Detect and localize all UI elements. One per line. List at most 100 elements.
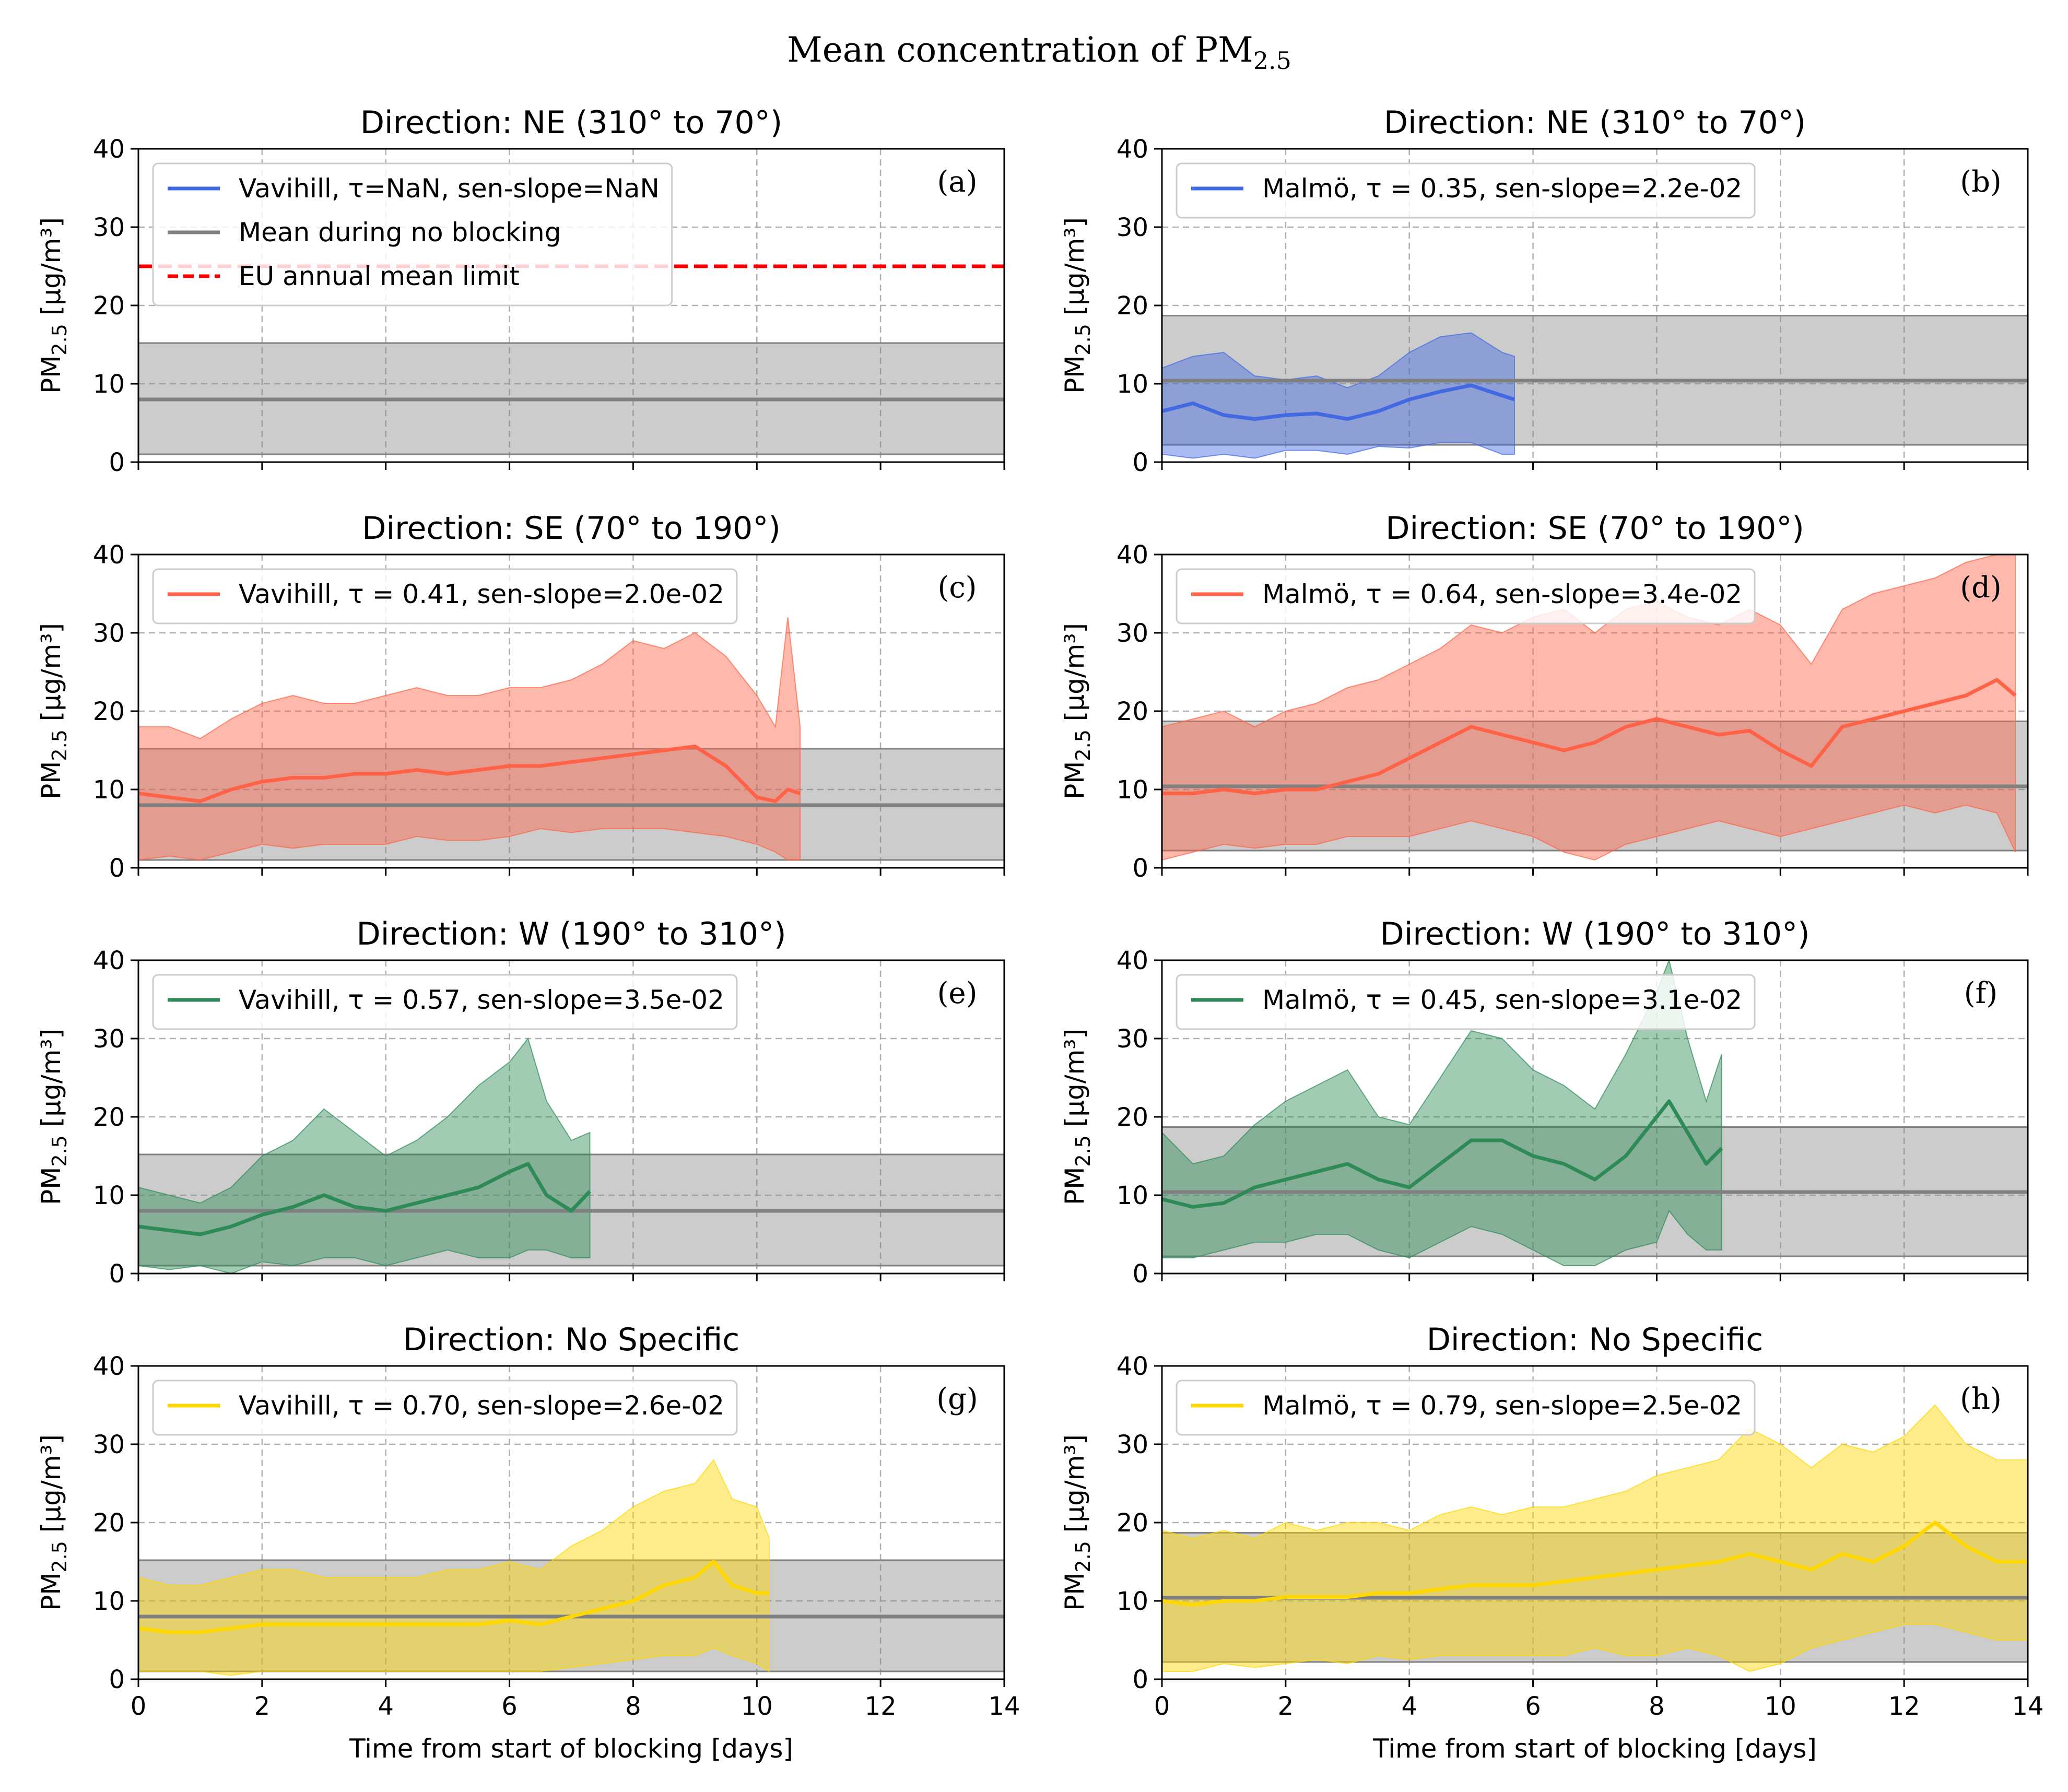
series-mean-line bbox=[1162, 678, 2017, 795]
y-tick-label: 30 bbox=[1117, 1430, 1148, 1459]
y-tick-label: 10 bbox=[93, 1181, 125, 1210]
x-tick-label: 2 bbox=[1278, 1692, 1294, 1721]
series-band bbox=[1162, 1404, 2028, 1672]
y-axis-label-subscript: 2.5 bbox=[48, 1541, 71, 1572]
panel-title: Direction: NE (310° to 70°) bbox=[1384, 104, 1806, 141]
y-tick-label: 30 bbox=[93, 1024, 125, 1054]
legend: Vavihill, τ = 0.70, sen-slope=2.6e-02 bbox=[152, 1380, 738, 1436]
y-tick-label: 20 bbox=[93, 697, 125, 726]
panel-title: Direction: W (190° to 310°) bbox=[357, 916, 786, 952]
legend-box bbox=[1176, 162, 1756, 219]
y-tick-label: 20 bbox=[1117, 1508, 1148, 1538]
x-tick-label: 12 bbox=[1888, 1692, 1920, 1721]
y-axis-label-subscript: 2.5 bbox=[48, 324, 71, 355]
legend-label: Malmö, τ = 0.45, sen-slope=3.1e-02 bbox=[1262, 985, 1742, 1015]
y-axis-label-main: PM bbox=[1060, 356, 1090, 394]
legend: Vavihill, τ = 0.41, sen-slope=2.0e-02 bbox=[152, 568, 738, 624]
panel-letter: (g) bbox=[936, 1382, 978, 1416]
legend: Malmö, τ = 0.79, sen-slope=2.5e-02 bbox=[1176, 1380, 1756, 1436]
series-band bbox=[138, 617, 801, 861]
legend-label: Malmö, τ = 0.64, sen-slope=3.4e-02 bbox=[1262, 579, 1742, 609]
y-tick-label: 0 bbox=[109, 448, 125, 477]
panel-title: Direction: No Specific bbox=[403, 1322, 740, 1358]
y-tick-label: 40 bbox=[93, 540, 125, 570]
series-band bbox=[1162, 332, 1515, 459]
y-axis-label-unit: [µg/m³] bbox=[1060, 623, 1090, 729]
y-axis-label-main: PM bbox=[1060, 761, 1090, 799]
legend: Vavihill, τ = 0.57, sen-slope=3.5e-02 bbox=[152, 974, 738, 1030]
panel-title: Direction: No Specific bbox=[1427, 1322, 1764, 1358]
y-tick-label: 30 bbox=[1117, 1024, 1148, 1054]
y-tick-label: 30 bbox=[1117, 213, 1148, 242]
x-tick-label: 0 bbox=[1154, 1692, 1170, 1721]
figure-title-main: Mean concentration of PM bbox=[787, 30, 1253, 70]
legend-box bbox=[152, 974, 738, 1030]
legend-label: EU annual mean limit bbox=[239, 261, 520, 291]
y-tick-label: 10 bbox=[1117, 775, 1148, 805]
y-tick-label: 30 bbox=[93, 213, 125, 242]
x-tick-label: 8 bbox=[625, 1692, 641, 1721]
y-tick-label: 40 bbox=[93, 946, 125, 975]
y-tick-label: 0 bbox=[109, 854, 125, 883]
panel-title: Direction: SE (70° to 190°) bbox=[362, 510, 780, 547]
y-tick-label: 40 bbox=[1117, 946, 1148, 975]
x-tick-label: 4 bbox=[378, 1692, 394, 1721]
legend: Vavihill, τ=NaN, sen-slope=NaN Mean durin… bbox=[152, 162, 673, 306]
y-tick-label: 40 bbox=[93, 135, 125, 164]
legend-label: Malmö, τ = 0.35, sen-slope=2.2e-02 bbox=[1262, 173, 1742, 204]
y-tick-label: 40 bbox=[1117, 540, 1148, 570]
x-tick-label: 6 bbox=[501, 1692, 518, 1721]
plot-area bbox=[138, 1366, 1004, 1679]
legend-box bbox=[1176, 974, 1756, 1030]
x-tick-label: 12 bbox=[865, 1692, 897, 1721]
plot-area bbox=[138, 960, 1004, 1274]
panel-e: 0 10 20 30 40 Direction: W (190° to 310°) PM2.… bbox=[36, 916, 1005, 1289]
y-axis-label-subscript: 2.5 bbox=[1072, 729, 1095, 761]
panel-c: 0 10 20 30 40 Direction: SE (70° to 190°) PM2.… bbox=[36, 510, 1005, 883]
plot-area bbox=[1162, 149, 2028, 462]
y-axis-label-subscript: 2.5 bbox=[48, 1135, 71, 1166]
y-axis-label-unit: [µg/m³] bbox=[36, 623, 66, 729]
panel-letter: (e) bbox=[937, 976, 978, 1010]
figure-title-subscript: 2.5 bbox=[1253, 46, 1291, 75]
y-tick-label: 10 bbox=[93, 370, 125, 399]
x-tick-label: 4 bbox=[1401, 1692, 1417, 1721]
panel-g: 0 2 4 6 8 10 12 14 0 10 20 30 40 Direction: No Specif… bbox=[36, 1322, 1020, 1764]
panel-b: 0 10 20 30 40 Direction: NE (310° to 70°) PM2.… bbox=[1060, 104, 2029, 477]
legend-label: Vavihill, τ=NaN, sen-slope=NaN bbox=[239, 173, 660, 204]
series-mean-line bbox=[138, 745, 801, 803]
y-tick-label: 30 bbox=[1117, 619, 1148, 648]
x-tick-label: 0 bbox=[131, 1692, 147, 1721]
y-axis-label: PM2.5 [µg/m³] bbox=[1060, 623, 1095, 799]
x-tick-label: 8 bbox=[1649, 1692, 1665, 1721]
y-axis-label: PM2.5 [µg/m³] bbox=[36, 1029, 71, 1205]
y-axis-label-unit: [µg/m³] bbox=[36, 1029, 66, 1135]
series-mean-line bbox=[138, 1560, 769, 1634]
y-axis-label-main: PM bbox=[36, 761, 66, 799]
y-tick-label: 20 bbox=[1117, 697, 1148, 726]
series-mean-line bbox=[1162, 1520, 2028, 1607]
y-tick-label: 30 bbox=[93, 619, 125, 648]
legend: Malmö, τ = 0.45, sen-slope=3.1e-02 bbox=[1176, 974, 1756, 1030]
y-axis-label-main: PM bbox=[1060, 1167, 1090, 1205]
panel-letter: (b) bbox=[1960, 165, 2002, 199]
y-tick-label: 20 bbox=[93, 1508, 125, 1538]
y-tick-label: 20 bbox=[1117, 291, 1148, 321]
y-axis-label-main: PM bbox=[1060, 1573, 1090, 1611]
y-tick-label: 10 bbox=[1117, 370, 1148, 399]
legend-box bbox=[1176, 1380, 1756, 1436]
y-axis-label: PM2.5 [µg/m³] bbox=[36, 1434, 71, 1611]
legend: Malmö, τ = 0.35, sen-slope=2.2e-02 bbox=[1176, 162, 1756, 219]
panel-d: 0 10 20 30 40 Direction: SE (70° to 190°) PM2.… bbox=[1060, 510, 2029, 883]
series-band bbox=[1162, 555, 2016, 861]
y-tick-label: 0 bbox=[109, 1665, 125, 1694]
series-band bbox=[138, 1037, 591, 1274]
panel-h: 0 2 4 6 8 10 12 14 0 10 20 30 40 Direction: No Specif… bbox=[1060, 1322, 2044, 1764]
y-tick-label: 0 bbox=[1132, 1665, 1148, 1694]
y-tick-label: 20 bbox=[93, 291, 125, 321]
series-mean-line bbox=[1162, 383, 1515, 421]
panel-title: Direction: SE (70° to 190°) bbox=[1385, 510, 1804, 547]
x-tick-label: 14 bbox=[988, 1692, 1020, 1721]
panel-letter: (a) bbox=[937, 165, 977, 199]
